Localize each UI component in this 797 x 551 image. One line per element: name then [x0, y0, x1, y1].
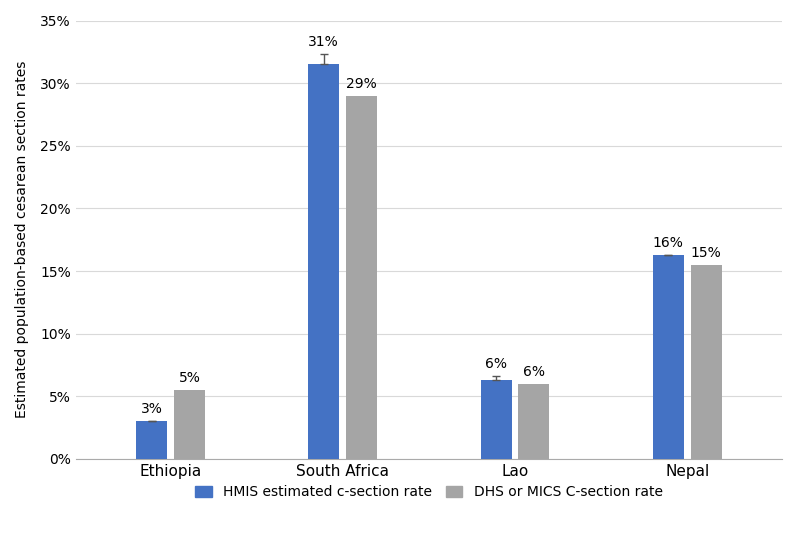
Bar	[518, 384, 549, 459]
Text: 29%: 29%	[347, 77, 377, 91]
Bar	[308, 64, 340, 459]
Bar	[136, 422, 167, 459]
Text: 16%: 16%	[653, 236, 684, 250]
Text: 15%: 15%	[691, 246, 721, 260]
Text: 31%: 31%	[308, 35, 340, 49]
Bar	[653, 255, 684, 459]
Bar	[691, 265, 722, 459]
Y-axis label: Estimated population-based cesarean section rates: Estimated population-based cesarean sect…	[15, 61, 29, 418]
Text: 5%: 5%	[179, 371, 200, 385]
Text: 3%: 3%	[140, 402, 163, 417]
Bar	[174, 390, 205, 459]
Legend: HMIS estimated c-section rate, DHS or MICS C-section rate: HMIS estimated c-section rate, DHS or MI…	[190, 479, 668, 505]
Bar	[481, 380, 512, 459]
Bar	[346, 96, 377, 459]
Text: 6%: 6%	[485, 357, 507, 371]
Text: 6%: 6%	[523, 365, 545, 379]
